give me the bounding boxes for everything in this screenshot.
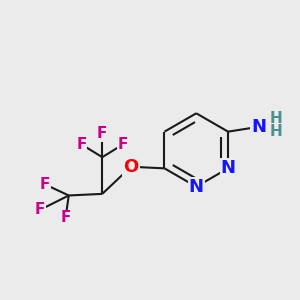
- Text: F: F: [35, 202, 45, 217]
- Text: H: H: [270, 111, 282, 126]
- Text: O: O: [123, 158, 139, 176]
- Text: N: N: [189, 178, 204, 196]
- Text: F: F: [60, 210, 71, 225]
- Text: H: H: [270, 124, 282, 139]
- Text: F: F: [76, 137, 87, 152]
- Text: F: F: [40, 177, 50, 192]
- Text: F: F: [97, 126, 107, 141]
- Text: N: N: [220, 159, 236, 177]
- Text: N: N: [251, 118, 266, 136]
- Text: F: F: [118, 137, 128, 152]
